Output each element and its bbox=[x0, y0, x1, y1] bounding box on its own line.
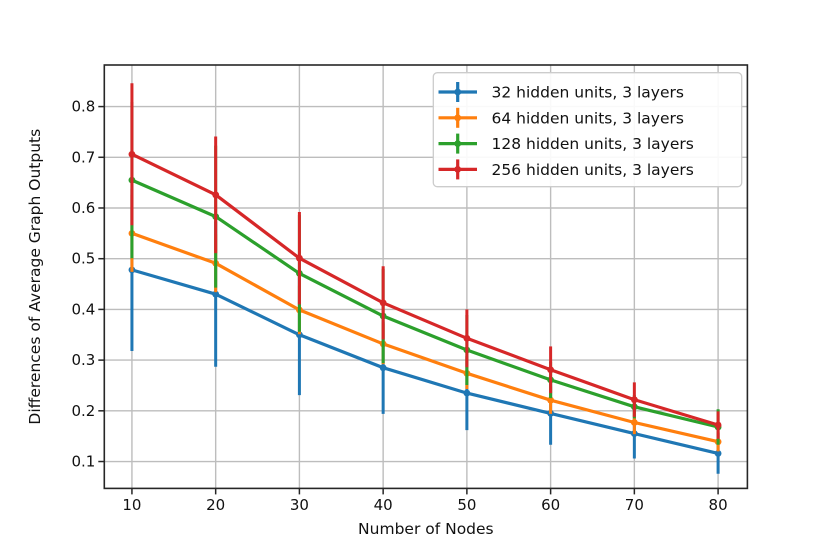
y-tick-label: 0.5 bbox=[71, 250, 95, 268]
y-tick-label: 0.3 bbox=[71, 351, 95, 369]
x-tick-label: 30 bbox=[290, 496, 309, 514]
series-3-markers bbox=[128, 150, 722, 429]
legend-entry: 128 hidden units, 3 layers bbox=[438, 133, 694, 154]
series-1-errorbars bbox=[130, 194, 720, 452]
series-0-line bbox=[131, 268, 719, 455]
legend-key-icon bbox=[438, 107, 477, 128]
series-1-line bbox=[131, 231, 719, 444]
ticks bbox=[98, 105, 719, 495]
y-tick-label: 0.1 bbox=[71, 453, 95, 471]
x-tick-label: 80 bbox=[709, 496, 728, 514]
series-2-markers bbox=[128, 176, 722, 431]
x-tick-label: 10 bbox=[122, 496, 141, 514]
y-tick-label: 0.6 bbox=[71, 199, 95, 217]
x-tick-label: 40 bbox=[374, 496, 393, 514]
legend-key-icon bbox=[438, 133, 477, 154]
x-tick-label: 60 bbox=[541, 496, 560, 514]
legend-box bbox=[432, 72, 743, 188]
legend: 32 hidden units, 3 layers 64 hidden units… bbox=[432, 72, 743, 188]
legend-entry: 32 hidden units, 3 layers bbox=[438, 82, 684, 102]
legend-key-icon bbox=[438, 159, 477, 180]
legend-label: 64 hidden units, 3 layers bbox=[492, 109, 684, 127]
legend-entry: 256 hidden units, 3 layers bbox=[438, 159, 694, 180]
legend-entry: 64 hidden units, 3 layers bbox=[438, 107, 684, 128]
series-1-markers bbox=[128, 229, 722, 446]
series-3 bbox=[128, 83, 722, 439]
x-tick-label: 20 bbox=[206, 496, 225, 514]
axes-frame bbox=[103, 64, 749, 490]
series-1 bbox=[128, 194, 722, 452]
y-tick-label: 0.7 bbox=[71, 148, 95, 166]
legend-label: 128 hidden units, 3 layers bbox=[492, 135, 694, 153]
y-tick-label: 0.2 bbox=[71, 402, 95, 420]
y-tick-label: 0.8 bbox=[71, 98, 95, 116]
series-3-line bbox=[131, 152, 719, 427]
y-axis-label: Differences of Average Graph Outputs bbox=[26, 129, 44, 425]
x-tick-label: 50 bbox=[457, 496, 476, 514]
legend-label: 256 hidden units, 3 layers bbox=[492, 161, 694, 179]
series-0 bbox=[128, 188, 722, 474]
x-axis-label: Number of Nodes bbox=[358, 520, 494, 538]
x-tick-label: 70 bbox=[625, 496, 644, 514]
legend-label: 32 hidden units, 3 layers bbox=[492, 84, 684, 102]
y-tick-label: 0.4 bbox=[71, 300, 95, 318]
series-2-line bbox=[131, 178, 719, 429]
legend-key-icon bbox=[438, 82, 477, 102]
series-0-markers bbox=[128, 266, 722, 457]
